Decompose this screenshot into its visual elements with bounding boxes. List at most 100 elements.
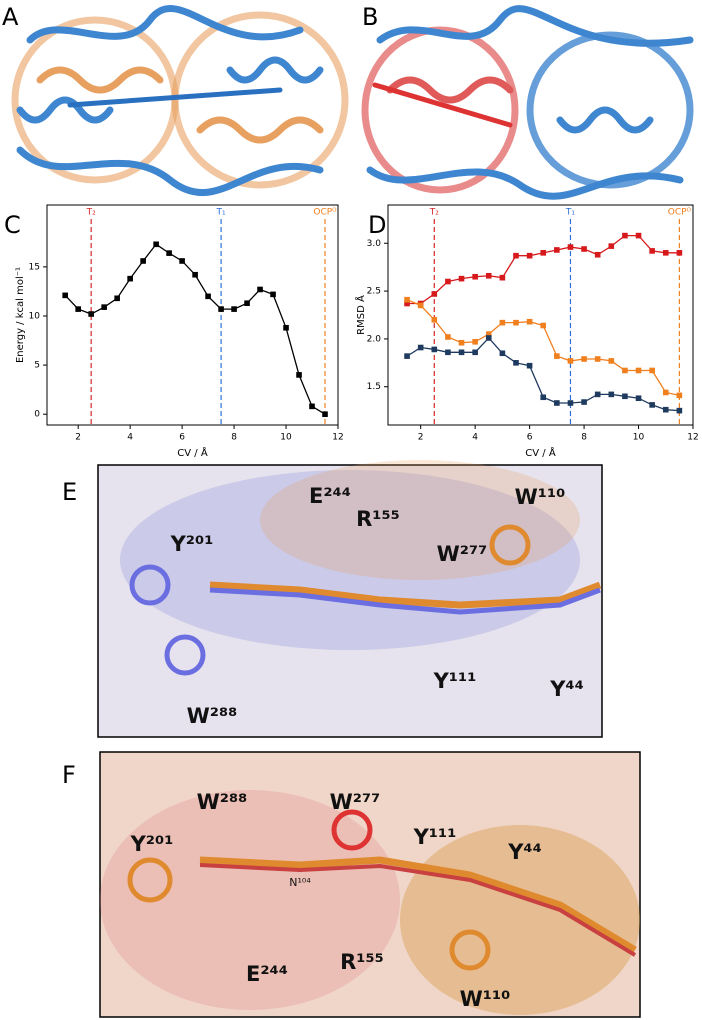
data-point — [322, 411, 328, 417]
data-point — [417, 344, 424, 351]
data-point — [445, 278, 451, 285]
x-tick-label: 6 — [527, 433, 533, 443]
data-point — [526, 362, 533, 369]
data-point — [540, 322, 547, 329]
y-tick-label: 2.5 — [367, 287, 381, 297]
y-axis-label: RMSD Å — [354, 295, 367, 335]
x-tick-label: 8 — [231, 433, 237, 443]
data-point — [458, 339, 465, 346]
data-point — [594, 251, 601, 258]
data-point — [88, 311, 94, 317]
x-tick-label: 2 — [75, 433, 81, 443]
residue-label: W²⁸⁸ — [187, 704, 238, 728]
data-point — [567, 400, 574, 406]
data-point — [608, 243, 615, 249]
data-point — [676, 407, 683, 414]
data-point — [635, 232, 642, 239]
data-point — [404, 353, 410, 359]
residue-label: N¹⁰⁴ — [289, 876, 311, 889]
data-point — [676, 250, 683, 256]
data-point — [567, 358, 574, 364]
y-tick-label: 5 — [34, 361, 40, 371]
data-point — [608, 358, 615, 364]
y-tick-label: 2.0 — [367, 334, 382, 344]
x-tick-label: 6 — [179, 433, 185, 443]
data-point — [635, 395, 642, 402]
data-point — [662, 389, 669, 396]
data-point — [662, 406, 669, 413]
data-point — [485, 331, 492, 337]
marker-label: T₁ — [565, 208, 575, 218]
data-point — [404, 296, 410, 303]
data-point — [192, 271, 198, 278]
data-point — [101, 304, 107, 310]
data-point — [296, 372, 302, 378]
residue-label: W²⁷⁷ — [437, 542, 488, 566]
data-point — [309, 403, 315, 410]
data-point — [472, 338, 478, 345]
plot-frame — [387, 204, 694, 426]
protein-overlay-a — [11, 5, 349, 196]
residue-label: Y⁴⁴ — [507, 840, 542, 864]
residue-label: E²⁴⁴ — [246, 962, 288, 986]
data-point — [166, 250, 172, 256]
data-point — [567, 244, 574, 250]
data-point — [499, 319, 506, 326]
x-axis-label: CV / Å — [525, 446, 556, 459]
data-point — [622, 367, 628, 374]
data-point — [62, 292, 68, 299]
data-point — [472, 349, 478, 356]
x-axis-label: CV / Å — [177, 446, 208, 459]
data-point — [458, 275, 465, 282]
data-point — [540, 250, 547, 256]
data-point — [622, 232, 628, 239]
data-point — [581, 246, 587, 252]
x-tick-label: 12 — [332, 433, 343, 443]
panel-label: E — [62, 478, 77, 506]
data-point — [554, 247, 560, 253]
panel-f-image — [99, 751, 641, 1018]
data-point — [445, 349, 451, 356]
data-point — [594, 356, 601, 362]
data-point — [472, 273, 478, 280]
data-point — [649, 402, 655, 408]
data-point — [127, 275, 133, 282]
data-point — [649, 367, 655, 374]
x-tick-label: 4 — [127, 433, 133, 443]
data-point — [622, 393, 628, 400]
panel-label: B — [362, 3, 378, 31]
y-tick-label: 0 — [34, 410, 40, 420]
plot-frame — [46, 204, 339, 426]
protein-overlay-b — [361, 5, 694, 200]
data-point — [179, 258, 185, 264]
data-point — [581, 356, 587, 362]
panel-label: C — [4, 211, 21, 239]
residue-label: W¹¹⁰ — [460, 987, 511, 1011]
data-point — [404, 300, 410, 307]
residue-label: Y²⁰¹ — [170, 532, 214, 556]
data-point — [554, 400, 560, 406]
residue-label: W²⁷⁷ — [330, 790, 381, 814]
marker-label: T₂ — [429, 208, 439, 218]
residue-label: W¹¹⁰ — [515, 485, 566, 509]
data-point — [485, 272, 492, 279]
data-point — [554, 353, 560, 359]
data-point — [140, 258, 146, 264]
data-point — [244, 300, 250, 307]
y-axis-label: Energy / kcal mol⁻¹ — [15, 267, 26, 363]
series-line — [406, 299, 680, 396]
marker-label: T₁ — [216, 208, 226, 218]
data-point — [649, 248, 655, 254]
data-point — [499, 350, 506, 357]
residue-label: R¹⁵⁵ — [356, 507, 400, 531]
residue-label: Y¹¹¹ — [433, 669, 477, 693]
x-tick-label: 10 — [280, 433, 292, 443]
data-point — [676, 392, 683, 399]
data-point — [499, 274, 506, 281]
data-point — [270, 291, 276, 298]
data-point — [485, 335, 492, 341]
residue-label: Y⁴⁴ — [549, 677, 584, 701]
x-tick-label: 2 — [418, 433, 424, 443]
y-tick-label: 10 — [29, 311, 41, 321]
x-tick-label: 10 — [633, 433, 645, 443]
